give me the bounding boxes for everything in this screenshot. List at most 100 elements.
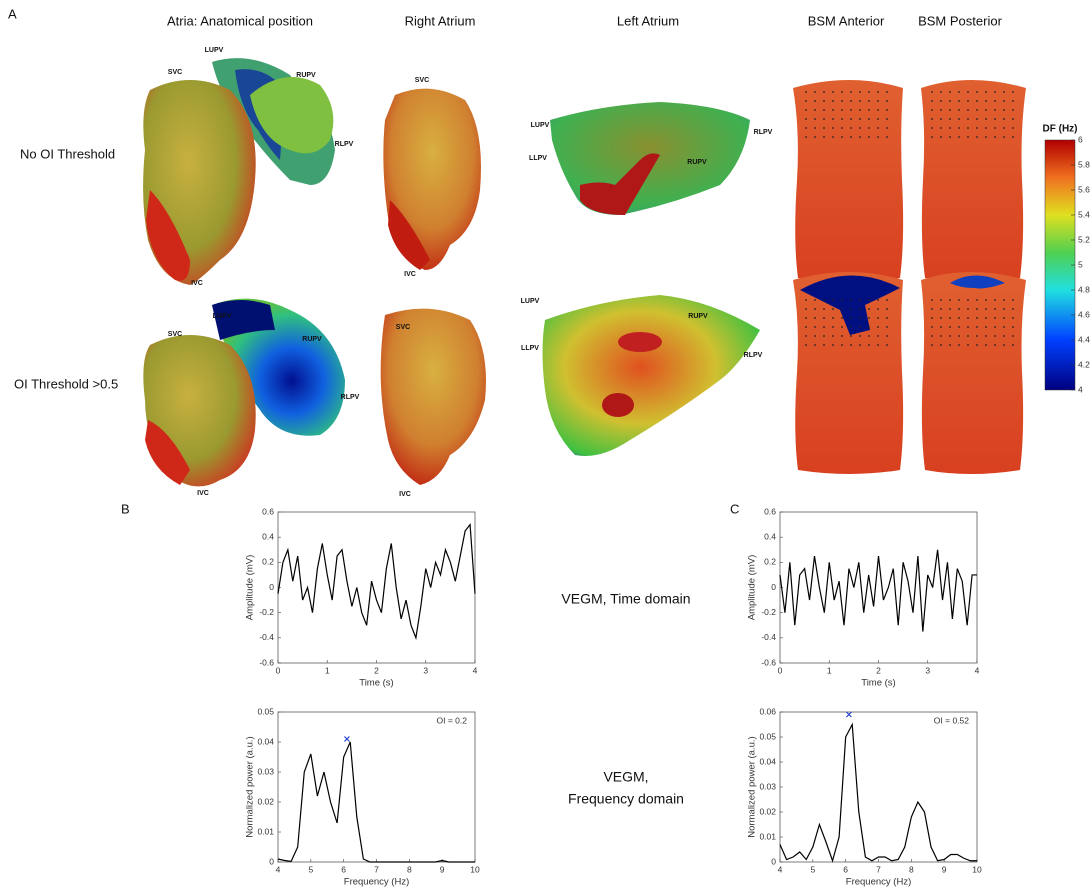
row-label: OI Threshold >0.5 [14,376,118,391]
electrode-dot [841,335,843,337]
electrode-dot [832,317,834,319]
x-tick-label: 2 [374,665,379,675]
electrode-dot [931,326,933,328]
electrode-dot [1012,317,1014,319]
electrode-dot [859,109,861,111]
electrode-dot [832,344,834,346]
bsm-anterior-render [793,80,904,282]
colorbar-tick-label: 4.6 [1078,309,1090,319]
y-tick-label: 0.03 [759,781,776,791]
anatomy-label: RUPV [687,159,707,166]
electrode-dot [940,91,942,93]
electrode-dot [958,344,960,346]
electrode-dot [958,127,960,129]
electrode-dot [931,109,933,111]
electrode-dot [805,109,807,111]
electrode-dot [877,344,879,346]
electrode-dot [877,299,879,301]
electrode-dot [823,91,825,93]
electrode-dot [994,91,996,93]
panel-label: B [121,501,130,516]
y-tick-label: 0.6 [764,506,776,516]
x-tick-label: 4 [473,665,478,675]
electrode-dot [886,109,888,111]
electrode-dot [841,136,843,138]
electrode-dot [841,299,843,301]
electrode-dot [823,100,825,102]
electrode-dot [859,317,861,319]
electrode-dot [850,299,852,301]
electrode-dot [814,109,816,111]
electrode-dot [814,136,816,138]
electrode-dot [841,344,843,346]
electrode-dot [1003,326,1005,328]
electrode-dot [841,317,843,319]
electrode-dot [976,335,978,337]
electrode-dot [931,136,933,138]
electrode-dot [859,136,861,138]
electrode-dot [1012,326,1014,328]
electrode-dot [850,127,852,129]
electrode-dot [859,299,861,301]
charts: 0 1 2 3 4 -0.6 -0.4 -0.2 0 0.2 0.4 0.6 Time (s) Ampli… [245,506,982,887]
electrode-dot [841,100,843,102]
y-tick-label: -0.4 [761,632,776,642]
colorbar-tick-label: 5 [1078,259,1083,269]
anatomy-labels: LUPV SVC RUPV RLPV IVC SVC IVC LUPV LLPV RLPV RUPV… [168,47,773,498]
electrode-dot [805,317,807,319]
x-tick-label: 8 [909,864,914,874]
electrode-dot [1012,118,1014,120]
y-tick-label: 0.02 [759,806,776,816]
right-atrium-render [380,308,486,485]
signal-line [779,722,977,863]
x-tick-label: 8 [407,864,412,874]
x-tick-label: 4 [778,864,783,874]
electrode-dot [814,91,816,93]
electrode-dot [976,118,978,120]
electrode-dot [994,109,996,111]
electrode-dot [877,118,879,120]
electrode-dot [985,308,987,310]
electrode-dot [994,317,996,319]
electrode-dot [805,344,807,346]
column-header: Atria: Anatomical position [167,13,313,28]
x-tick-label: 1 [325,665,330,675]
y-tick-label: 0.4 [262,531,274,541]
y-tick-label: 0 [269,856,274,866]
electrode-dot [967,299,969,301]
x-axis-label: Time (s) [861,678,895,689]
x-tick-label: 3 [423,665,428,675]
electrode-dot [877,326,879,328]
electrode-dot [868,317,870,319]
signal-line [277,522,476,641]
y-tick-label: 0 [269,582,274,592]
electrode-dot [814,326,816,328]
electrode-dot [940,118,942,120]
electrode-dot [877,127,879,129]
electrode-dot [859,335,861,337]
electrode-dot [940,344,942,346]
row-caption: VEGM, Time domain [561,591,690,607]
electrode-dot [877,136,879,138]
x-tick-label: 3 [925,665,930,675]
electrode-dot [805,118,807,120]
electrode-dot [823,344,825,346]
electrode-dot [1003,317,1005,319]
electrode-dot [931,299,933,301]
electrode-dot [994,308,996,310]
electrode-dot [841,91,843,93]
y-tick-label: 0.2 [764,557,776,567]
anatomy-label: RLPV [744,352,763,359]
electrode-dot [1012,136,1014,138]
x-tick-label: 0 [778,665,783,675]
bsm-posterior-render [921,80,1026,282]
anatomy-label: RLPV [341,394,360,401]
electrode-dot [832,299,834,301]
electrode-dot [850,335,852,337]
electrode-dot [1003,127,1005,129]
electrode-dot [823,299,825,301]
x-tick-label: 1 [827,665,832,675]
y-tick-label: 0.05 [759,731,776,741]
anatomy-label: SVC [168,331,182,338]
electrode-dot [832,335,834,337]
